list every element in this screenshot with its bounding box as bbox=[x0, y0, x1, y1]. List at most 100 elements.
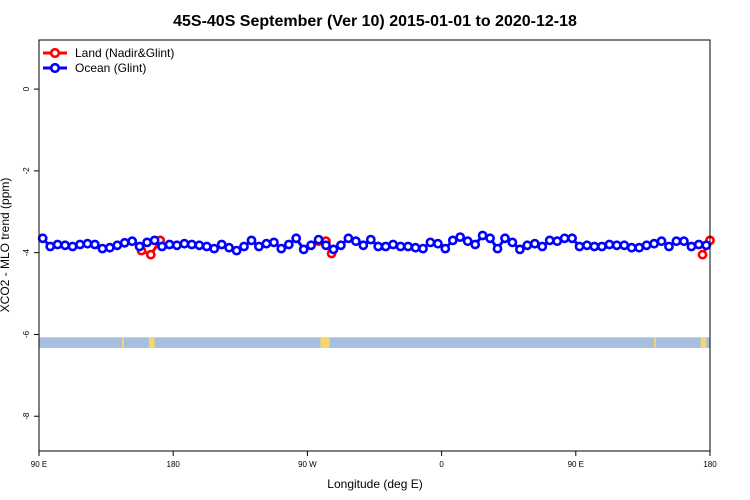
data-point bbox=[507, 237, 518, 248]
data-point bbox=[693, 239, 704, 250]
data-point bbox=[373, 241, 384, 252]
chart-title: 45S-40S September (Ver 10) 2015-01-01 to… bbox=[173, 13, 577, 30]
data-point bbox=[522, 240, 533, 251]
data-point bbox=[145, 249, 156, 260]
data-point bbox=[470, 239, 481, 250]
data-point bbox=[276, 243, 287, 254]
data-point bbox=[671, 236, 682, 247]
plot-area: 90 E 180 90 W 0 90 E 180 0 -2 -4 -6 -8 bbox=[22, 39, 717, 469]
data-point bbox=[82, 238, 93, 249]
data-point bbox=[656, 236, 667, 247]
data-point bbox=[313, 234, 324, 245]
data-point bbox=[485, 233, 495, 244]
data-point bbox=[537, 241, 548, 252]
data-point bbox=[597, 241, 607, 252]
data-point bbox=[358, 240, 369, 251]
data-point bbox=[388, 239, 398, 250]
land-patch bbox=[654, 337, 656, 348]
x-tick-label: 90 W bbox=[298, 460, 317, 469]
legend: Land (Nadir&Glint)Ocean (Glint) bbox=[43, 46, 174, 75]
legend-marker bbox=[49, 47, 61, 59]
data-point bbox=[149, 235, 160, 246]
data-point bbox=[261, 238, 272, 249]
data-point bbox=[37, 233, 48, 244]
data-point bbox=[626, 242, 637, 253]
data-point bbox=[425, 237, 436, 248]
data-point bbox=[134, 241, 145, 252]
data-point bbox=[365, 234, 376, 245]
data-point bbox=[164, 239, 175, 250]
land-patch bbox=[320, 337, 330, 348]
data-point bbox=[574, 241, 585, 252]
x-tick-label: 90 E bbox=[31, 460, 47, 469]
y-tick-label: -6 bbox=[22, 330, 31, 338]
series-ocean bbox=[37, 230, 712, 256]
x-tick-label: 180 bbox=[167, 460, 181, 469]
data-point bbox=[224, 242, 234, 253]
data-point bbox=[216, 239, 227, 250]
data-point bbox=[455, 232, 466, 242]
data-point bbox=[403, 241, 413, 252]
data-point bbox=[179, 238, 190, 249]
data-point bbox=[515, 244, 525, 255]
data-point bbox=[380, 241, 391, 252]
data-point bbox=[500, 233, 510, 244]
data-point bbox=[432, 238, 443, 249]
data-point bbox=[119, 237, 130, 248]
data-point bbox=[611, 240, 622, 251]
data-point bbox=[45, 241, 56, 252]
data-point bbox=[67, 241, 78, 252]
data-point bbox=[291, 233, 302, 244]
data-point bbox=[544, 235, 555, 246]
data-point bbox=[335, 240, 346, 251]
data-point bbox=[157, 241, 167, 252]
data-point bbox=[477, 230, 488, 241]
data-point bbox=[142, 237, 152, 248]
data-point bbox=[306, 240, 316, 251]
data-point bbox=[328, 244, 339, 255]
data-point bbox=[104, 242, 115, 253]
data-point bbox=[582, 240, 592, 251]
data-point bbox=[410, 242, 421, 253]
data-point bbox=[231, 245, 242, 256]
data-point bbox=[343, 233, 354, 244]
data-point bbox=[90, 239, 100, 250]
data-point bbox=[127, 236, 138, 247]
data-point bbox=[664, 241, 674, 252]
data-point bbox=[641, 240, 652, 251]
data-point bbox=[418, 243, 428, 254]
data-point bbox=[567, 233, 577, 244]
data-point bbox=[701, 240, 712, 251]
data-point bbox=[321, 240, 331, 251]
plot-frame bbox=[38, 39, 711, 452]
x-tick-label: 180 bbox=[703, 460, 717, 469]
data-point bbox=[268, 237, 279, 248]
data-point bbox=[186, 239, 197, 250]
legend-label: Ocean (Glint) bbox=[75, 61, 146, 75]
data-point bbox=[246, 235, 257, 246]
data-point bbox=[350, 236, 361, 247]
data-point bbox=[298, 244, 309, 255]
data-point bbox=[75, 239, 85, 250]
data-point bbox=[447, 235, 458, 246]
data-point bbox=[604, 239, 615, 250]
data-point bbox=[283, 239, 294, 250]
land-patch bbox=[121, 337, 124, 348]
data-point bbox=[209, 243, 220, 254]
data-point bbox=[492, 243, 503, 254]
legend-label: Land (Nadir&Glint) bbox=[75, 46, 174, 60]
x-tick-label: 0 bbox=[439, 460, 444, 469]
data-point bbox=[559, 233, 570, 244]
data-point bbox=[171, 240, 182, 251]
y-tick-label: 0 bbox=[22, 86, 31, 91]
ocean-strip bbox=[39, 337, 710, 348]
y-axis-label: XCO2 - MLO trend (ppm) bbox=[0, 178, 12, 313]
land-patch bbox=[700, 337, 707, 348]
y-tick-label: -2 bbox=[22, 167, 31, 175]
data-point bbox=[239, 241, 249, 252]
data-point bbox=[440, 243, 451, 254]
data-point bbox=[686, 241, 697, 252]
data-point bbox=[679, 236, 689, 247]
data-point bbox=[52, 239, 63, 250]
legend-marker bbox=[49, 62, 61, 74]
